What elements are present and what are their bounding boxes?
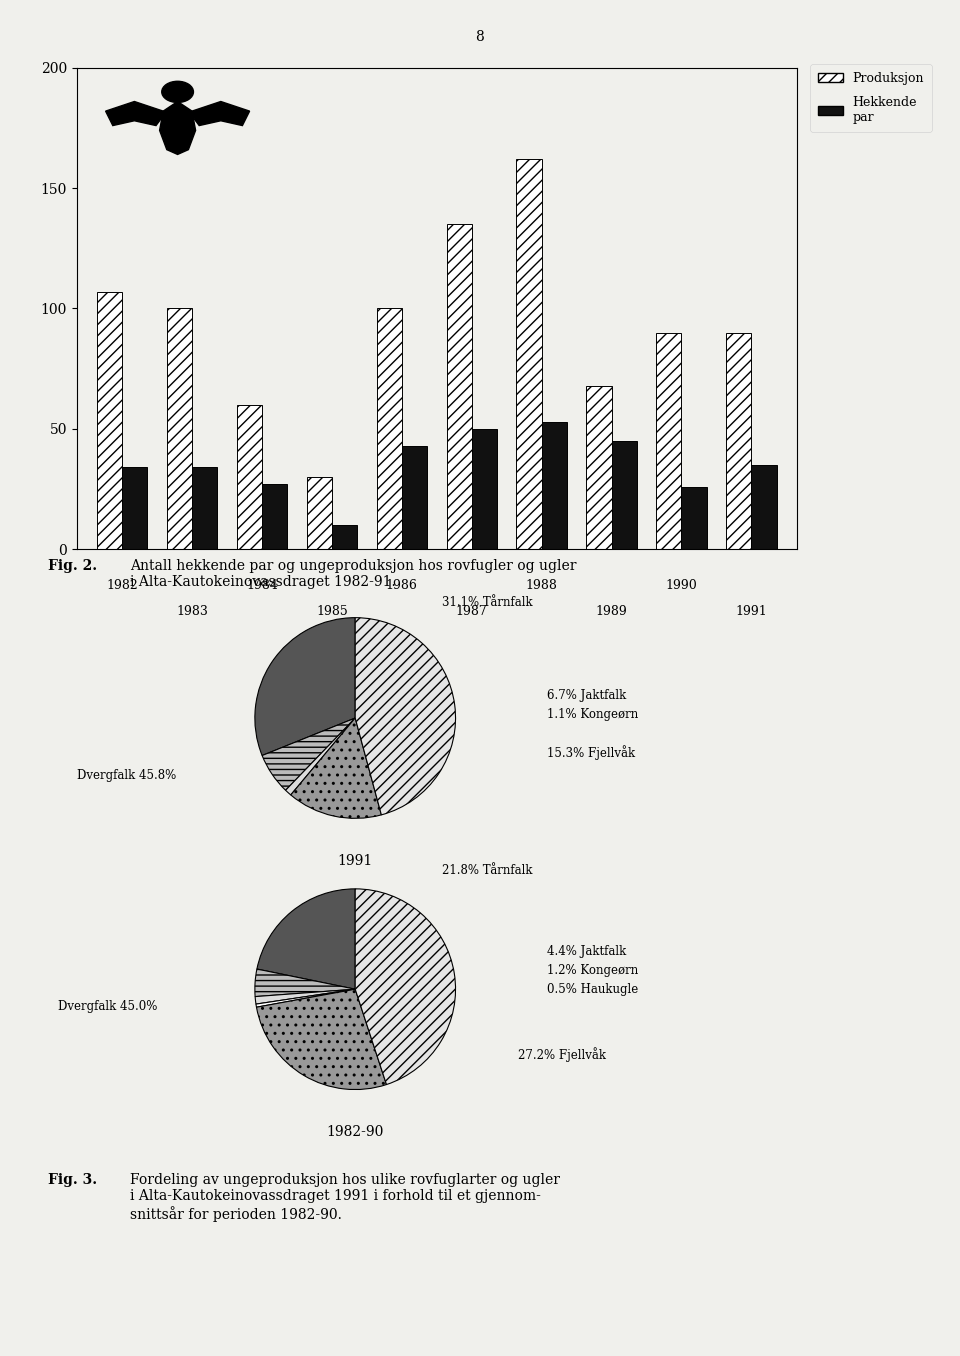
Bar bbox=[262, 484, 287, 549]
Text: 1990: 1990 bbox=[665, 579, 697, 593]
Text: 15.3% Fjellvåk: 15.3% Fjellvåk bbox=[547, 746, 636, 759]
Wedge shape bbox=[255, 990, 355, 1003]
Wedge shape bbox=[291, 719, 381, 818]
Text: Dvergfalk 45.0%: Dvergfalk 45.0% bbox=[58, 999, 157, 1013]
Wedge shape bbox=[256, 990, 355, 1008]
Wedge shape bbox=[254, 618, 355, 755]
Polygon shape bbox=[159, 102, 196, 155]
Bar bbox=[446, 224, 471, 549]
Text: Fig. 3.: Fig. 3. bbox=[48, 1173, 97, 1186]
Text: 1982: 1982 bbox=[107, 579, 138, 593]
Wedge shape bbox=[285, 719, 355, 795]
Text: Fig. 2.: Fig. 2. bbox=[48, 559, 97, 572]
Text: 6.7% Jaktfalk: 6.7% Jaktfalk bbox=[547, 689, 627, 702]
Text: 1.2% Kongeørn: 1.2% Kongeørn bbox=[547, 964, 638, 978]
Polygon shape bbox=[192, 102, 250, 126]
Bar bbox=[471, 428, 497, 549]
Text: Antall hekkende par og ungeproduksjon hos rovfugler og ugler
i Alta-Kautokeinova: Antall hekkende par og ungeproduksjon ho… bbox=[130, 559, 576, 589]
Circle shape bbox=[161, 81, 194, 103]
Text: 1989: 1989 bbox=[596, 605, 628, 617]
Wedge shape bbox=[355, 618, 456, 815]
Text: 1988: 1988 bbox=[526, 579, 558, 593]
Text: 1982-90: 1982-90 bbox=[326, 1125, 384, 1139]
Bar bbox=[516, 159, 541, 549]
Bar bbox=[122, 468, 148, 549]
Bar bbox=[752, 465, 777, 549]
Text: 1991: 1991 bbox=[338, 854, 372, 868]
Legend: Produksjon, Hekkende
par: Produksjon, Hekkende par bbox=[810, 65, 932, 132]
Text: 0.5% Haukugle: 0.5% Haukugle bbox=[547, 983, 638, 997]
Bar bbox=[612, 441, 636, 549]
Bar bbox=[587, 385, 612, 549]
Text: 31.1% Tårnfalk: 31.1% Tårnfalk bbox=[442, 595, 532, 609]
Text: 1983: 1983 bbox=[177, 605, 208, 617]
Bar bbox=[307, 477, 332, 549]
Text: Dvergfalk 45.8%: Dvergfalk 45.8% bbox=[77, 769, 176, 782]
Bar bbox=[237, 405, 262, 549]
Text: 1.1% Kongeørn: 1.1% Kongeørn bbox=[547, 708, 638, 721]
Wedge shape bbox=[254, 970, 355, 997]
Wedge shape bbox=[355, 890, 456, 1085]
Text: 1986: 1986 bbox=[386, 579, 418, 593]
Bar bbox=[402, 446, 427, 549]
Bar bbox=[192, 468, 217, 549]
Text: 4.4% Jaktfalk: 4.4% Jaktfalk bbox=[547, 945, 627, 959]
Bar bbox=[726, 332, 752, 549]
Bar bbox=[657, 332, 682, 549]
Wedge shape bbox=[262, 719, 355, 791]
Text: 1991: 1991 bbox=[735, 605, 767, 617]
Text: 1987: 1987 bbox=[456, 605, 488, 617]
Wedge shape bbox=[257, 890, 355, 990]
Text: 8: 8 bbox=[475, 30, 485, 43]
Text: 1984: 1984 bbox=[246, 579, 278, 593]
Text: Fordeling av ungeproduksjon hos ulike rovfuglarter og ugler
i Alta-Kautokeinovas: Fordeling av ungeproduksjon hos ulike ro… bbox=[130, 1173, 560, 1222]
Bar bbox=[167, 309, 192, 549]
Wedge shape bbox=[256, 990, 387, 1089]
Bar bbox=[332, 525, 357, 549]
Text: 21.8% Tårnfalk: 21.8% Tårnfalk bbox=[442, 864, 532, 877]
Bar bbox=[97, 292, 122, 549]
Text: 27.2% Fjellvåk: 27.2% Fjellvåk bbox=[518, 1048, 607, 1062]
Polygon shape bbox=[106, 102, 163, 126]
Bar bbox=[541, 422, 566, 549]
Bar bbox=[682, 487, 707, 549]
Text: 1985: 1985 bbox=[316, 605, 348, 617]
Bar bbox=[376, 309, 402, 549]
